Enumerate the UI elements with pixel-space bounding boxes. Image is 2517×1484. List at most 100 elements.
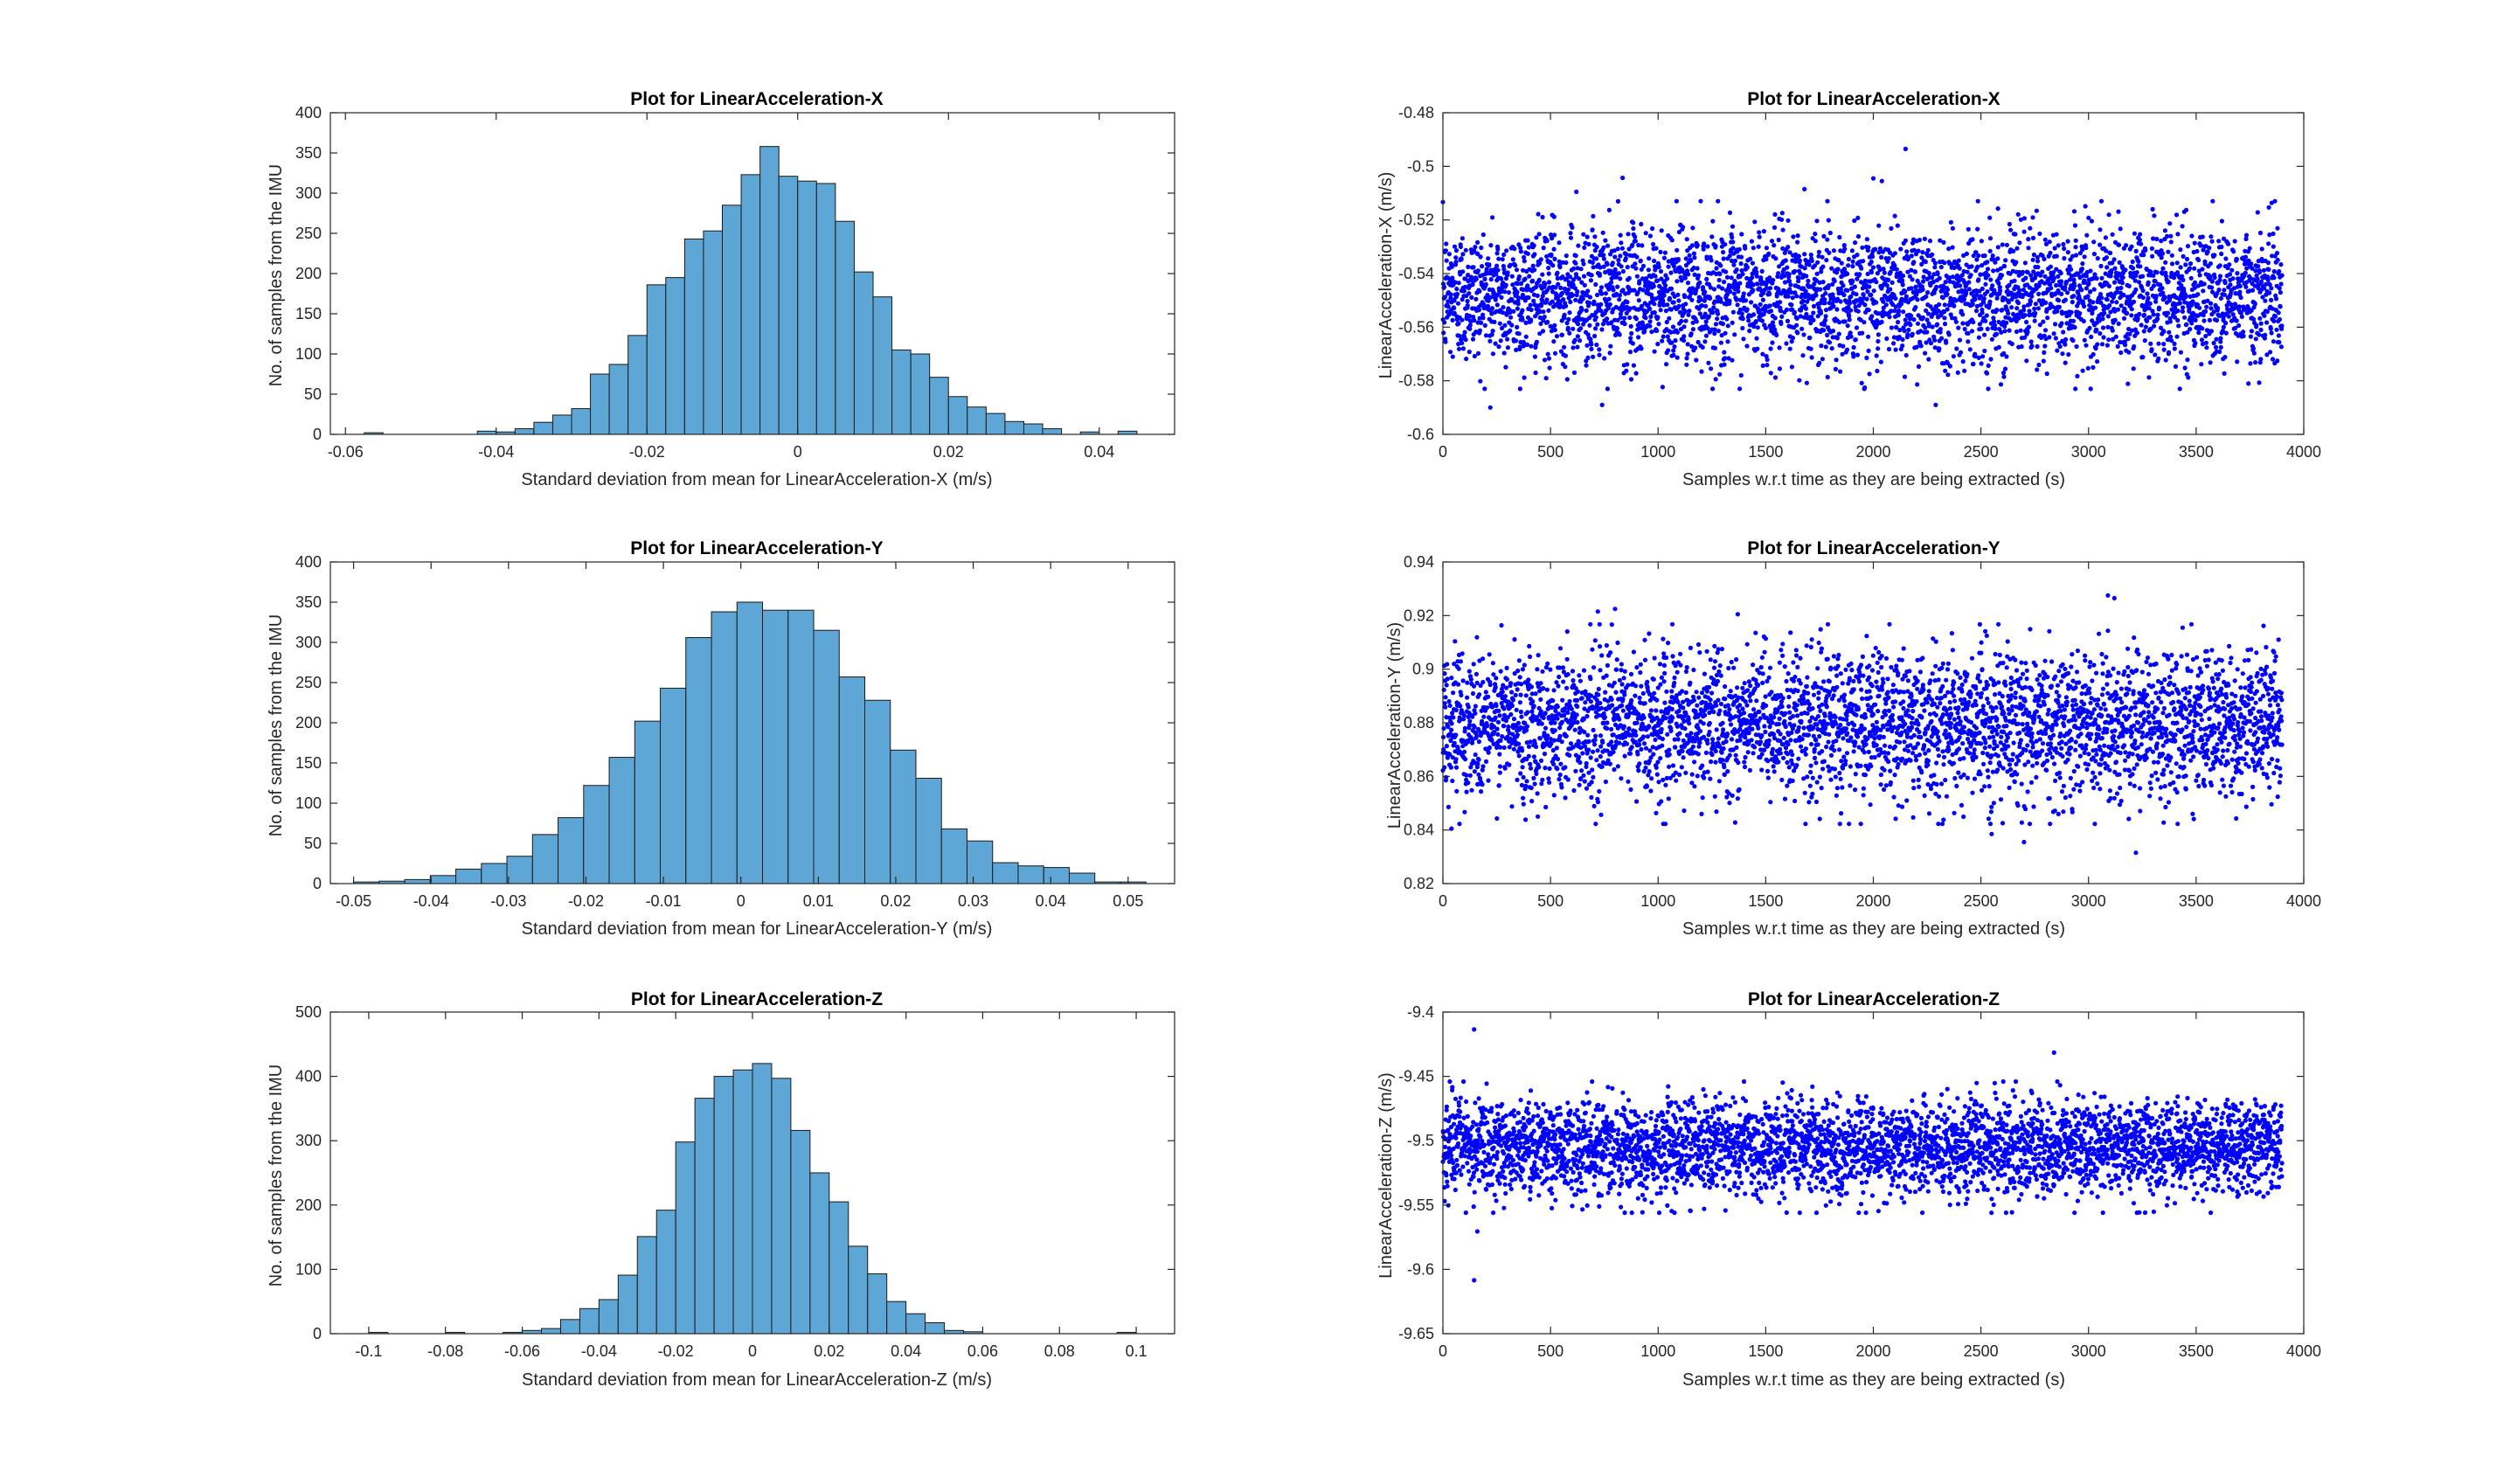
scatter-point: [2125, 310, 2130, 316]
scatter-point: [1483, 759, 1489, 765]
scatter-point: [2084, 232, 2090, 238]
scatter-point: [1502, 289, 1508, 295]
scatter-point: [1535, 667, 1540, 672]
scatter-point: [2277, 286, 2282, 291]
scatter-point: [1744, 307, 1750, 312]
scatter-point: [1501, 267, 1507, 272]
scatter-point: [1961, 297, 1966, 302]
scatter-point: [1467, 669, 1472, 674]
scatter-point: [1494, 676, 1499, 681]
scatter-point: [1934, 284, 1939, 289]
scatter-point: [1695, 273, 1702, 278]
scatter-point: [2028, 339, 2034, 344]
scatter-point: [1559, 739, 1564, 745]
scatter-point: [2004, 242, 2009, 247]
scatter-point: [2248, 361, 2253, 366]
scatter-point: [1988, 357, 1993, 362]
scatter-point: [2051, 331, 2056, 336]
scatter-point: [1686, 312, 1691, 317]
scatter-point: [1839, 260, 1844, 266]
scatter-point: [1589, 780, 1594, 785]
scatter-point: [2056, 298, 2062, 303]
scatter-point: [1560, 260, 1565, 265]
scatter-point: [1842, 246, 1848, 252]
scatter-point: [2177, 386, 2182, 392]
scatter-point: [1619, 264, 1624, 269]
scatter-point: [1598, 265, 1603, 270]
scatter-point: [1628, 323, 1633, 329]
x-tick-label: 0: [1439, 443, 1447, 461]
scatter-point: [1994, 295, 2000, 301]
scatter-point: [1737, 246, 1742, 252]
scatter-point: [1864, 296, 1869, 302]
scatter-point: [2019, 343, 2024, 350]
scatter-point: [1536, 653, 1541, 658]
scatter-point: [1887, 315, 1892, 320]
scatter-point: [1953, 319, 1959, 324]
scatter-point: [2172, 341, 2177, 346]
scatter-point: [1616, 271, 1621, 276]
histogram-bar: [853, 271, 874, 435]
y-tick-label: -0.56: [1398, 318, 1434, 336]
scatter-point: [1866, 308, 1871, 313]
scatter-point: [1536, 814, 1541, 819]
scatter-point: [1551, 339, 1557, 344]
scatter-point: [2121, 292, 2126, 298]
scatter-point: [1509, 297, 1515, 302]
y-tick-label: 150: [295, 754, 322, 772]
scatter-point: [2132, 231, 2137, 236]
scatter-point: [1544, 297, 1550, 302]
scatter-point: [1923, 325, 1928, 330]
scatter-point: [1582, 779, 1587, 784]
x-tick-label: 0.01: [803, 892, 834, 910]
scatter-point: [1564, 377, 1570, 382]
scatter-point: [1603, 291, 1608, 296]
scatter-point: [1574, 697, 1579, 704]
scatter-point: [1639, 221, 1644, 227]
scatter-point: [1834, 307, 1840, 312]
scatter-point: [1538, 681, 1543, 686]
scatter-point: [1845, 323, 1850, 329]
scatter-point: [1751, 246, 1756, 251]
scatter-point: [1661, 255, 1667, 260]
scatter-point: [2223, 330, 2229, 336]
scatter-point: [1508, 681, 1514, 686]
scatter-point: [1478, 378, 1483, 384]
scatter-point: [2163, 260, 2168, 265]
scatter-point: [1605, 720, 1610, 725]
x-tick-label: 0.03: [958, 892, 988, 910]
scatter-point: [1861, 259, 1866, 264]
scatter-point: [1591, 213, 1596, 218]
scatter-point: [1876, 250, 1882, 255]
scatter-point: [1488, 277, 1494, 282]
scatter-point: [2227, 272, 2233, 277]
scatter-point: [2218, 336, 2223, 341]
scatter-point: [2143, 324, 2148, 329]
scatter-point: [1752, 219, 1758, 225]
scatter-point: [1515, 289, 1520, 295]
scatter-point: [2208, 261, 2213, 267]
scatter-point: [2063, 342, 2068, 347]
scatter-point: [2014, 329, 2020, 335]
scatter-point: [1540, 214, 1545, 220]
scatter-point: [2243, 232, 2250, 238]
scatter-point: [1549, 232, 1554, 238]
scatter-point: [1795, 233, 1800, 239]
scatter-point: [1538, 321, 1543, 326]
scatter-point: [2251, 350, 2257, 356]
scatter-point: [1891, 341, 1896, 346]
histogram-bar: [891, 349, 912, 435]
scatter-point: [1512, 637, 1517, 642]
scatter-point: [2151, 283, 2156, 288]
scatter-point: [2150, 206, 2155, 212]
scatter-point: [1611, 288, 1616, 293]
scatter-point: [2000, 308, 2005, 313]
scatter-point: [1706, 360, 1711, 365]
scatter-point: [2106, 337, 2111, 343]
scatter-point: [1574, 293, 1579, 298]
scatter-point: [1528, 761, 1533, 767]
scatter-point: [1521, 774, 1526, 780]
scatter-point: [1806, 262, 1812, 267]
scatter-point: [1569, 706, 1574, 711]
scatter-point: [1869, 254, 1876, 260]
